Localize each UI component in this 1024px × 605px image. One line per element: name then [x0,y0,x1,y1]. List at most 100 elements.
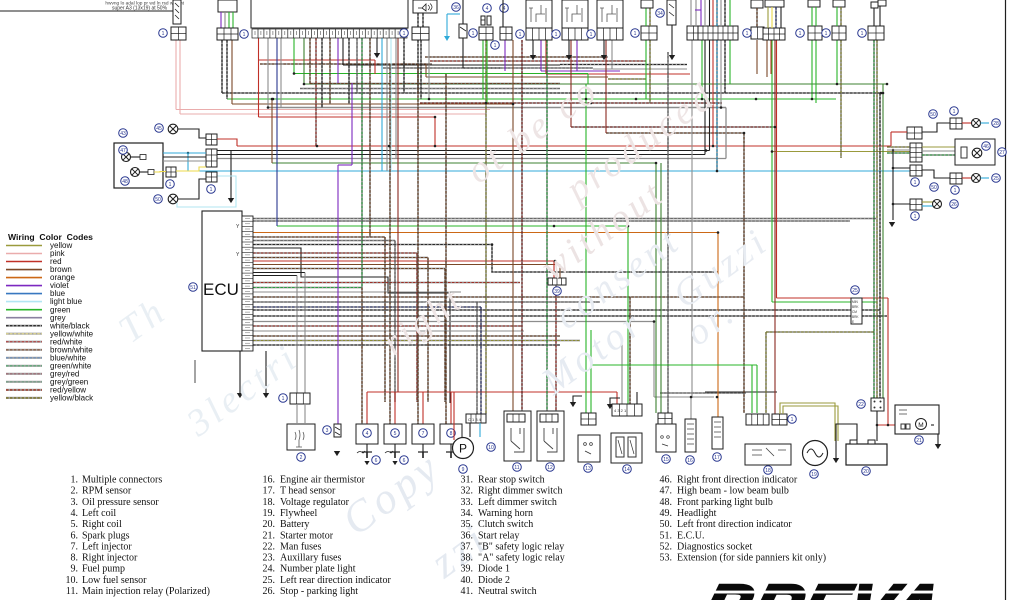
svg-text:25: 25 [993,176,999,182]
svg-text:28: 28 [993,121,999,127]
svg-text:Y: Y [236,224,240,230]
svg-text:39.: 39. [461,564,474,575]
svg-text:Left dimmer switch: Left dimmer switch [478,497,557,508]
svg-text:Low fuel sensor: Low fuel sensor [82,575,147,586]
svg-text:26.: 26. [263,586,276,597]
svg-text:Headlight: Headlight [677,508,717,519]
svg-text:45: 45 [156,126,162,132]
svg-text:36.: 36. [461,530,474,541]
svg-text:Voltage regulator: Voltage regulator [280,497,350,508]
svg-text:1: 1 [634,31,637,37]
svg-text:blue: blue [50,289,66,298]
svg-text:4.: 4. [71,508,79,519]
svg-text:Y: Y [236,252,240,258]
svg-text:16: 16 [687,458,693,464]
svg-text:1: 1 [953,109,956,115]
svg-text:yellow/white: yellow/white [50,329,94,338]
svg-text:1: 1 [282,396,285,402]
svg-text:High beam - low beam bulb: High beam - low beam bulb [677,486,789,497]
svg-text:10: 10 [488,445,494,451]
svg-text:46.: 46. [660,475,673,486]
svg-text:16.: 16. [263,475,276,486]
svg-text:Diode 2: Diode 2 [478,575,510,586]
svg-text:grey: grey [50,313,66,322]
svg-text:Diode 1: Diode 1 [478,564,510,575]
svg-text:Number plate light: Number plate light [280,564,356,575]
svg-text:Rear stop switch: Rear stop switch [478,475,545,486]
svg-text:47.: 47. [660,486,673,497]
svg-text:50.: 50. [660,519,673,530]
svg-text:Warning horn: Warning horn [478,508,533,519]
svg-text:18.: 18. [263,497,276,508]
svg-text:E.C.U.: E.C.U. [677,530,705,541]
svg-text:hwvng lo adal lop pr wd ln rsd: hwvng lo adal lop pr wd ln rsd wl prnt [104,1,185,7]
svg-text:red: red [50,257,62,266]
svg-text:Man fuses: Man fuses [280,541,321,552]
svg-text:Spark plugs: Spark plugs [82,530,130,541]
svg-text:21: 21 [916,438,922,444]
svg-text:P: P [459,442,467,456]
svg-text:1: 1 [914,180,917,186]
svg-text:25.: 25. [263,575,276,586]
svg-text:3: 3 [326,428,329,434]
svg-text:8.: 8. [71,553,79,564]
svg-text:green/white: green/white [50,361,92,370]
svg-text:Left coil: Left coil [82,508,116,519]
svg-text:5.: 5. [71,519,79,530]
svg-text:9: 9 [462,467,465,473]
svg-text:41.: 41. [461,586,474,597]
svg-text:Engine air thermistor: Engine air thermistor [280,475,366,486]
svg-text:8: 8 [450,431,453,437]
svg-text:32.: 32. [461,486,474,497]
svg-text:47: 47 [120,148,126,154]
svg-text:Extension (for side panniers k: Extension (for side panniers kit only) [677,553,826,564]
svg-text:M: M [918,422,923,429]
svg-text:21.: 21. [263,530,276,541]
svg-text:46: 46 [983,144,989,150]
svg-text:6.: 6. [71,530,79,541]
svg-text:49.: 49. [660,508,673,519]
svg-text:Diagnostics socket: Diagnostics socket [677,541,752,552]
svg-text:brown/white: brown/white [50,345,93,354]
svg-text:Multiple connectors: Multiple connectors [82,475,162,486]
svg-text:13: 13 [585,466,591,472]
svg-text:1: 1 [162,31,165,37]
svg-text:Right injector: Right injector [82,553,138,564]
svg-text:18: 18 [765,468,771,474]
svg-text:4: 4 [366,431,369,437]
svg-text:35.: 35. [461,519,474,530]
svg-text:Flywheel: Flywheel [280,508,317,519]
svg-text:1: 1 [519,32,522,38]
svg-text:grey/red: grey/red [50,369,79,378]
svg-text:Start relay: Start relay [478,530,519,541]
svg-text:12: 12 [547,465,553,471]
svg-text:CM: CM [852,310,857,314]
svg-text:1: 1 [590,32,593,38]
svg-text:40.: 40. [461,575,474,586]
svg-text:50: 50 [155,197,161,203]
svg-text:4 3 2 1: 4 3 2 1 [614,408,627,413]
svg-text:51: 51 [190,285,196,291]
svg-text:4: 4 [503,6,506,12]
svg-text:34: 34 [657,11,663,17]
svg-text:RPM sensor: RPM sensor [82,486,132,497]
svg-text:1.: 1. [71,475,79,486]
svg-text:Left rear direction indicator: Left rear direction indicator [280,575,391,586]
svg-text:1: 1 [954,188,957,194]
svg-text:11: 11 [514,465,519,471]
svg-text:white/black: white/black [49,321,91,330]
svg-text:27: 27 [999,150,1005,156]
svg-text:17: 17 [714,455,720,461]
svg-text:22: 22 [858,402,864,408]
svg-text:Main injection relay (Polarize: Main injection relay (Polarized) [82,586,210,597]
svg-text:BREVA: BREVA [693,572,950,600]
svg-text:1: 1 [791,417,794,423]
svg-text:Right dimmer switch: Right dimmer switch [478,486,562,497]
svg-text:1: 1 [914,214,917,220]
svg-text:1: 1 [825,31,828,37]
svg-text:17.: 17. [263,486,276,497]
svg-text:22.: 22. [263,541,276,552]
svg-text:1: 1 [243,32,246,38]
svg-text:1: 1 [169,182,172,188]
svg-text:Right front direction indicato: Right front direction indicator [677,475,798,486]
